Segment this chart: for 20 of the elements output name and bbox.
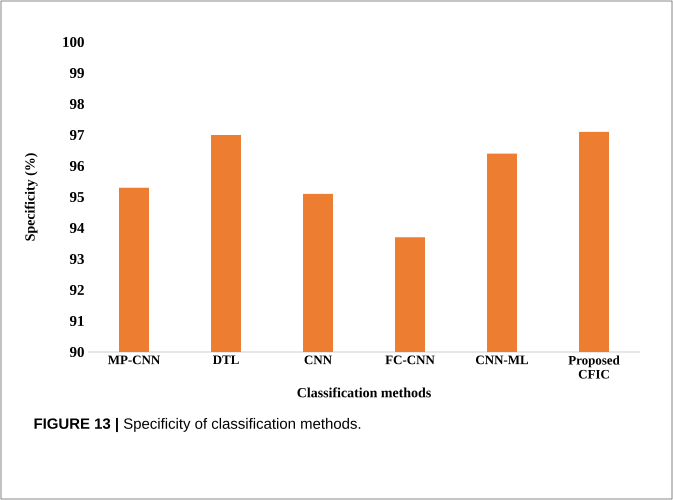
y-tick-label: 92 [70,284,84,296]
y-axis-title: Specificity (%) [24,153,38,241]
x-axis-title: Classification methods [297,387,431,398]
x-tick-label: Proposed CFIC [568,356,620,379]
y-tick-label: 91 [70,316,84,326]
y-tick-label: 97 [70,130,84,140]
y-tick-label: 99 [70,68,84,78]
y-tick-label: 93 [70,254,84,264]
y-tick-label: 100 [63,36,84,48]
x-tick-label: MP-CNN [108,356,160,364]
y-tick-label: 96 [70,160,84,172]
y-tick-label: 95 [70,192,84,202]
text: FIGURE 13 | Specificity of classification methods. [34,418,360,432]
x-tick-label: FC-CNN [385,356,435,364]
x-tick-label: CNN [304,356,332,364]
x-tick-label: CNN-ML [476,356,528,364]
y-tick-label: 98 [70,98,84,110]
x-tick-label: DTL [212,356,239,364]
y-tick-label: 90 [70,346,84,358]
y-tick-label: 94 [70,222,84,234]
